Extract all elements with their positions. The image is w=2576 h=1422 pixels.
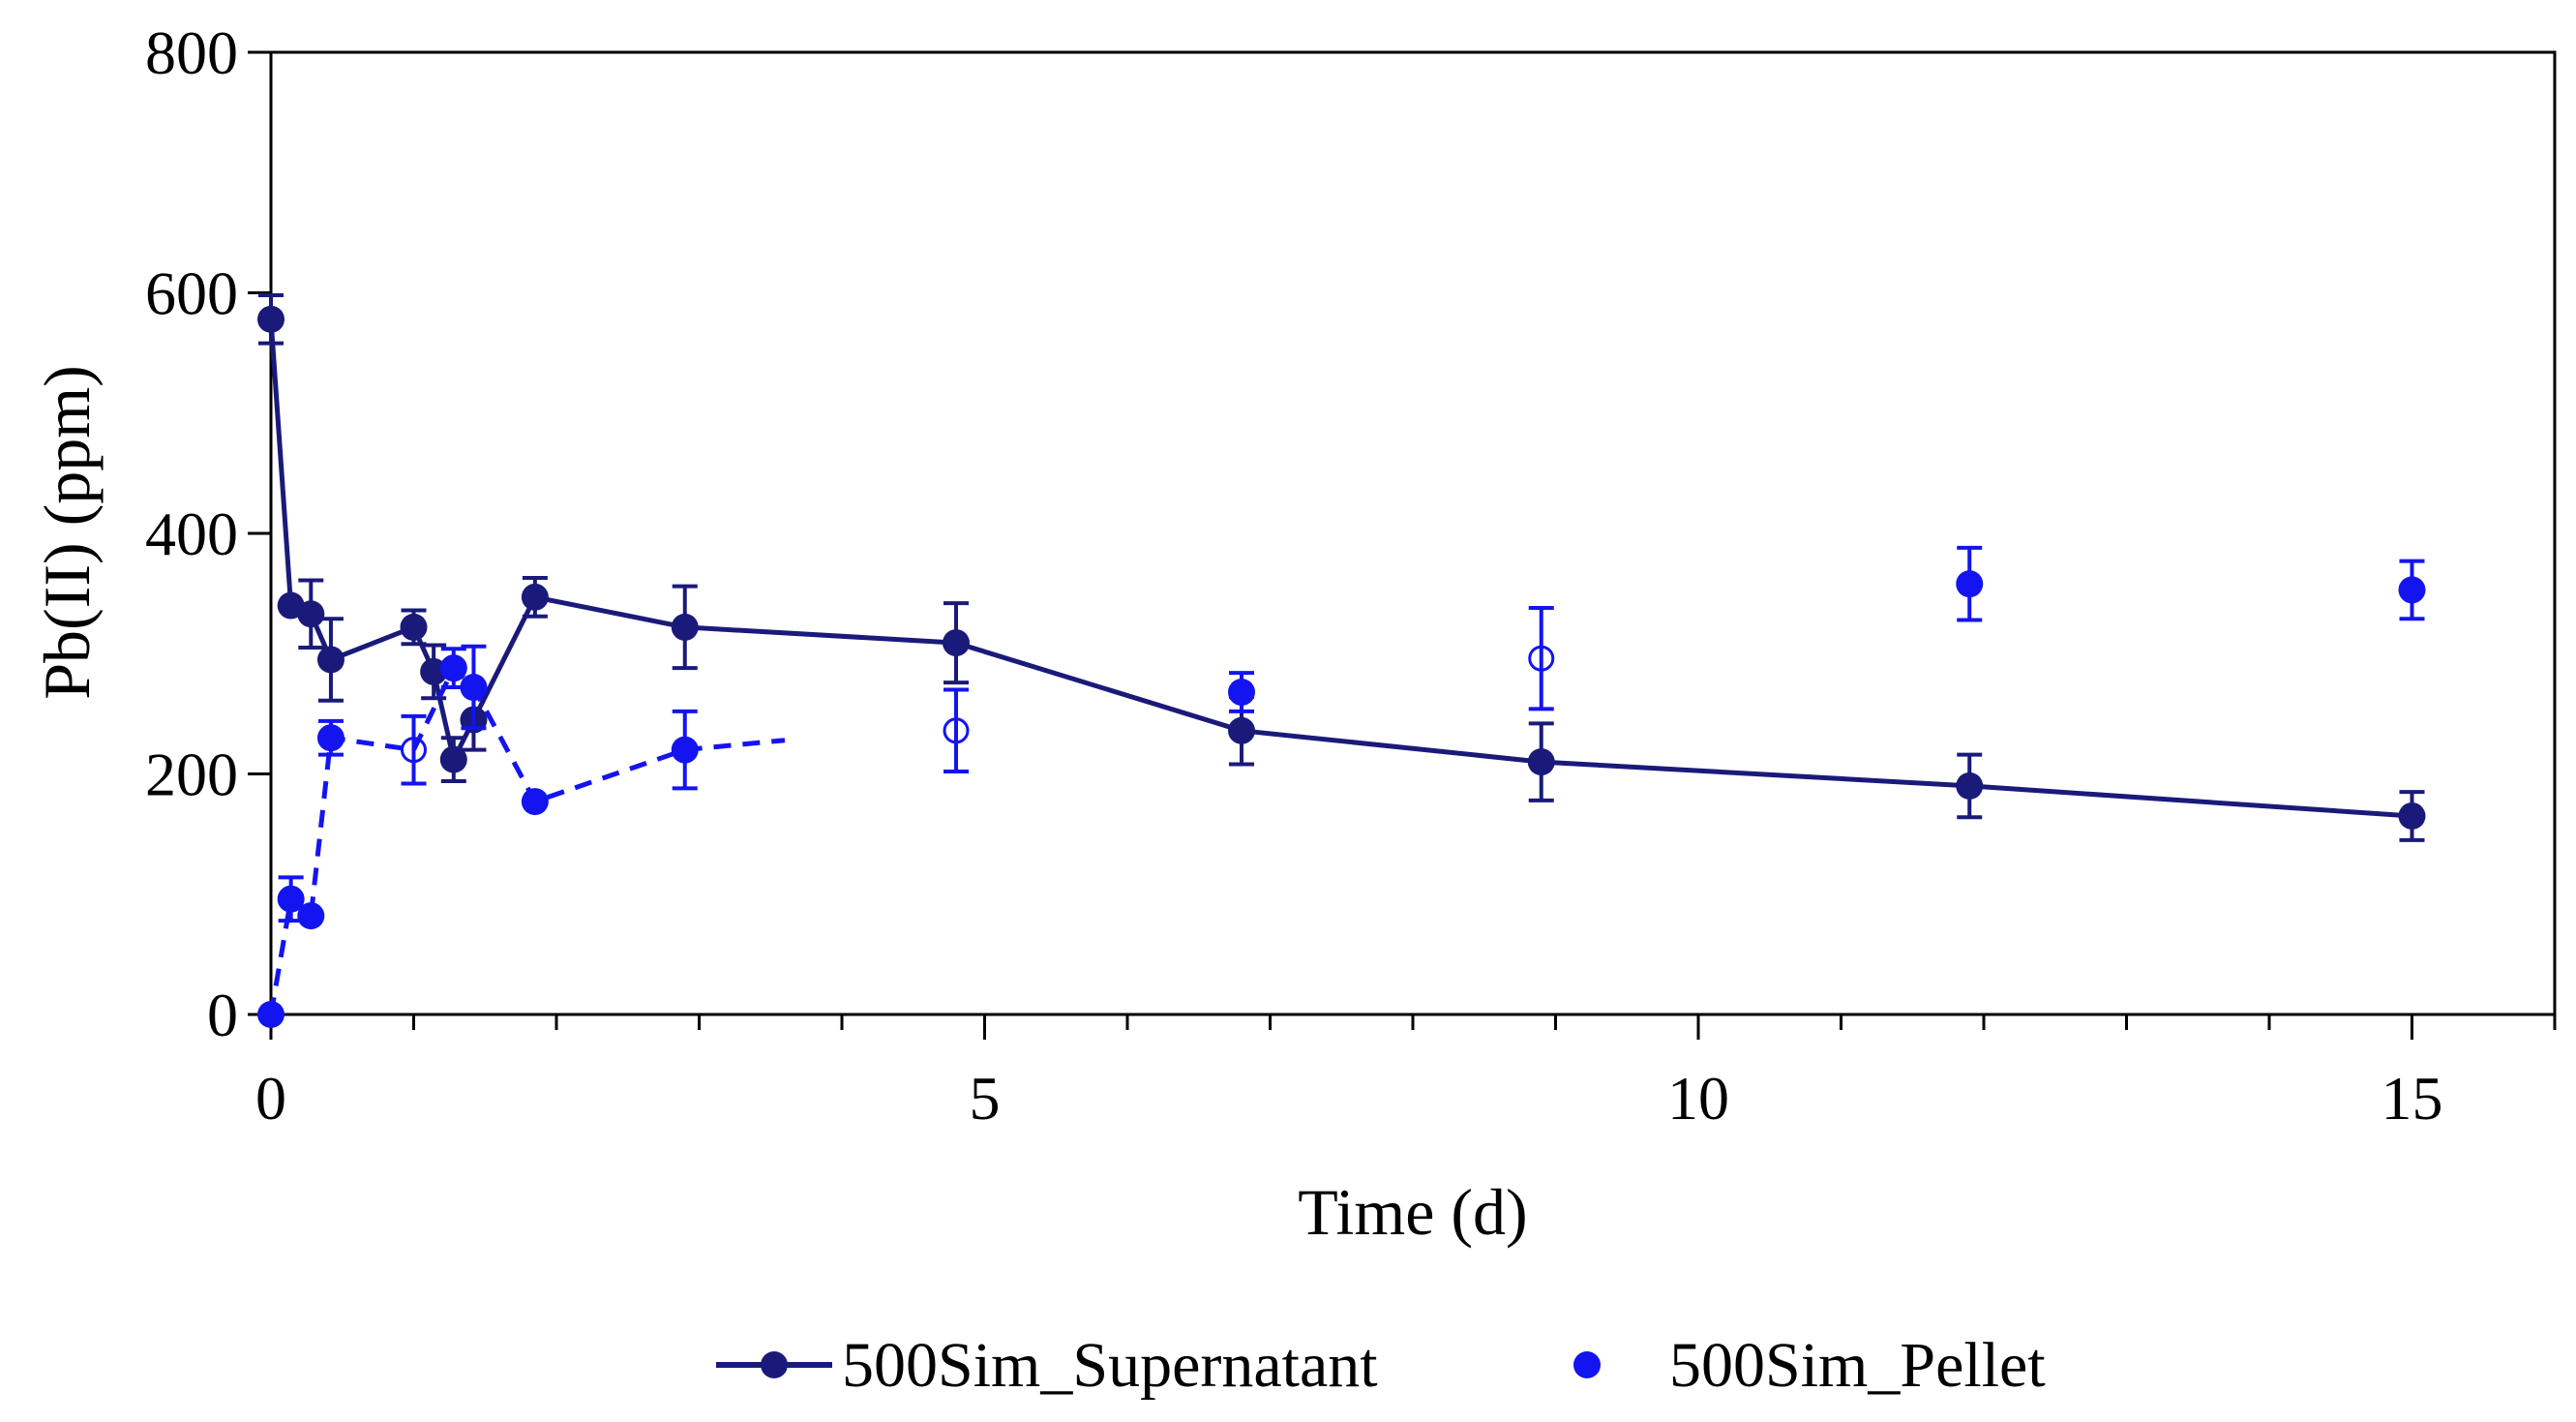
y-axis: 0 200 400 600 800 — [145, 18, 271, 1049]
data-point-1-1 — [277, 885, 305, 913]
series-layer — [257, 292, 2426, 1028]
data-point-0-9 — [671, 613, 699, 641]
series-line-0 — [268, 318, 2412, 819]
data-point-0-11 — [1228, 716, 1255, 744]
series-pellet — [257, 545, 2426, 1028]
legend: 500Sim_Supernatant 500Sim_Pellet — [716, 1330, 2046, 1401]
x-tick-label-15: 15 — [2381, 1064, 2443, 1133]
data-point-0-6 — [439, 745, 467, 773]
data-point-0-4 — [400, 613, 428, 641]
y-axis-title: Pb(II) (ppm) — [30, 365, 104, 700]
data-point-0-12 — [1527, 748, 1555, 776]
data-point-0-0 — [257, 305, 285, 333]
y-tick-label-800: 800 — [145, 18, 238, 87]
x-axis: 0 5 10 15 — [255, 1014, 2557, 1133]
data-point-1-3 — [316, 724, 344, 752]
data-point-0-3 — [316, 646, 344, 674]
x-tick-label-5: 5 — [970, 1064, 1001, 1133]
series-line-1 — [268, 665, 786, 1015]
y-tick-label-200: 200 — [145, 741, 238, 809]
data-point-0-10 — [943, 629, 970, 657]
data-point-1-2 — [297, 902, 325, 930]
data-point-1-6 — [460, 674, 488, 702]
y-tick-label-400: 400 — [145, 499, 238, 568]
data-point-0-5 — [420, 657, 448, 685]
legend-item-pellet: 500Sim_Pellet — [1573, 1330, 2046, 1401]
data-point-0-2 — [297, 600, 325, 628]
data-point-1-9 — [943, 717, 970, 744]
data-point-1-8 — [671, 736, 699, 764]
data-point-1-7 — [521, 788, 549, 816]
y-tick-label-600: 600 — [145, 259, 238, 328]
data-point-0-14 — [2398, 802, 2426, 830]
data-point-1-10 — [1228, 679, 1255, 707]
data-point-1-5 — [439, 654, 467, 682]
data-point-1-11 — [1528, 645, 1555, 672]
plot-frame — [269, 50, 2557, 1016]
data-point-1-13 — [2398, 576, 2426, 604]
legend-label-pellet: 500Sim_Pellet — [1669, 1330, 2046, 1401]
legend-swatch-marker-supernatant — [761, 1351, 788, 1378]
data-point-0-8 — [521, 583, 549, 611]
x-axis-title: Time (d) — [1298, 1175, 1527, 1249]
legend-swatch-marker-pellet — [1573, 1351, 1601, 1378]
data-point-1-12 — [1956, 570, 1984, 598]
legend-item-supernatant: 500Sim_Supernatant — [716, 1330, 1378, 1401]
x-tick-label-0: 0 — [255, 1064, 286, 1133]
data-point-1-0 — [257, 1001, 285, 1028]
legend-label-supernatant: 500Sim_Supernatant — [842, 1330, 1378, 1401]
data-point-0-13 — [1956, 772, 1984, 800]
y-tick-label-0: 0 — [207, 981, 238, 1049]
x-tick-label-10: 10 — [1667, 1064, 1729, 1133]
series-supernatant — [257, 292, 2426, 842]
data-point-1-4 — [401, 737, 427, 764]
